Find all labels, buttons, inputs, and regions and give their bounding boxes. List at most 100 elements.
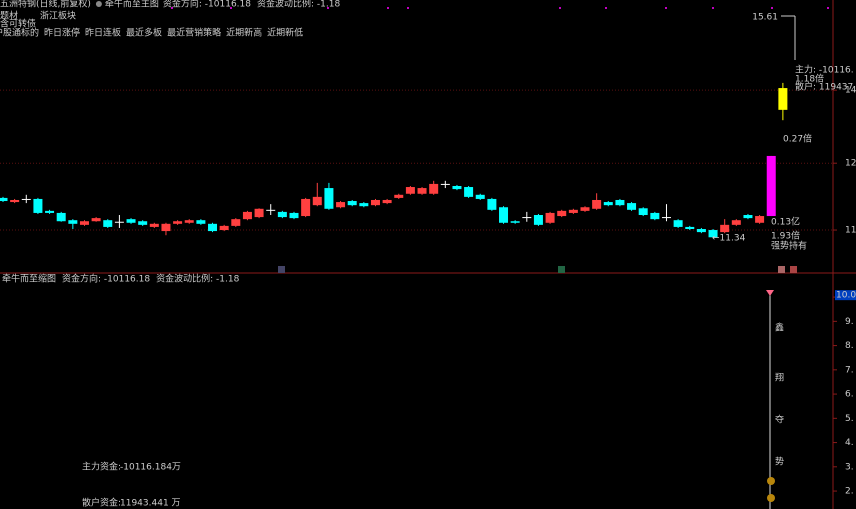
candle-body — [324, 188, 334, 209]
candle-body — [627, 203, 637, 210]
annotation: 15.61 — [752, 13, 778, 23]
candle-body — [254, 208, 264, 218]
candle-body — [138, 221, 148, 225]
y-tick-label: 2. — [845, 487, 854, 497]
candle-body — [196, 220, 206, 224]
indicator-value: 资金波动比例: -1.18 — [156, 273, 239, 285]
candle-body — [103, 220, 113, 227]
candle-body — [161, 223, 171, 232]
candle-body — [592, 199, 602, 209]
dot — [665, 7, 667, 9]
diamond — [766, 290, 774, 296]
signal-char: 鑫 — [775, 322, 784, 334]
coin — [767, 477, 775, 485]
candle-body — [405, 187, 415, 194]
candle-body — [231, 219, 241, 226]
candle-body — [673, 220, 683, 227]
current-value: 10.08 — [836, 291, 856, 301]
top-dots — [171, 7, 829, 9]
annotation: 主力: -10116. — [795, 64, 854, 76]
candle-body — [266, 209, 276, 211]
dot — [605, 7, 607, 9]
signal: 沪股通标的 — [0, 27, 39, 39]
annotation: 1.18倍 — [795, 73, 824, 85]
marker — [558, 266, 565, 273]
dot — [327, 7, 329, 9]
indicator-value: 资金方向: -10116.18 — [163, 0, 251, 10]
candle-body — [708, 230, 718, 238]
candle-body — [650, 212, 660, 220]
candle-body — [68, 220, 78, 224]
candle-body — [301, 198, 311, 217]
candle-body — [580, 207, 590, 211]
candle-body — [10, 199, 20, 203]
candle-body — [114, 221, 124, 223]
y-tick-label: 5. — [845, 414, 854, 424]
candle-body — [184, 220, 194, 223]
candle-body — [545, 212, 555, 223]
candle-body — [382, 199, 392, 204]
candle-body — [731, 220, 741, 225]
candle-body — [464, 187, 474, 197]
annotation: 1.93倍 — [771, 230, 800, 242]
annotation: ←11.34 — [712, 234, 746, 244]
candle-body — [661, 217, 671, 219]
candle-body — [347, 201, 357, 206]
dot — [387, 7, 389, 9]
candle-body — [417, 188, 427, 194]
candle-body — [440, 183, 450, 185]
fund-value: -10116.184万 — [120, 463, 181, 473]
signal: 最近多板 — [126, 27, 162, 39]
candle-body — [33, 198, 43, 213]
tag: 题材 — [0, 10, 18, 22]
candle-body — [394, 194, 404, 198]
candle-body — [696, 228, 706, 233]
candle-body — [522, 217, 532, 219]
signal-char: 翔 — [775, 372, 784, 384]
indicator-dot — [95, 1, 102, 7]
dot — [230, 7, 232, 9]
candle-body — [277, 211, 287, 218]
annotation: 0.27倍 — [783, 133, 812, 145]
signal: 昨日连板 — [85, 27, 121, 39]
candle-body — [685, 226, 695, 229]
candle-body — [173, 221, 183, 224]
candle-body — [510, 221, 520, 223]
candle-body — [638, 208, 648, 216]
dot — [771, 7, 773, 9]
marker — [778, 266, 785, 273]
candle-body — [149, 223, 159, 227]
candle-body — [79, 221, 89, 225]
candle-body — [359, 203, 369, 207]
dot — [171, 7, 173, 9]
candle-body — [487, 198, 497, 210]
candle-body — [778, 88, 788, 110]
fund-label: 散户资金: — [82, 497, 121, 509]
candle-body — [208, 223, 218, 232]
candle-body — [56, 212, 66, 222]
candle-body — [568, 209, 578, 213]
annotation: 散户: 119437 — [795, 81, 853, 93]
y-tick-label: 9. — [845, 317, 854, 327]
y-tick-label: 14. — [845, 86, 856, 96]
signal: 近期新低 — [267, 27, 303, 39]
candle-body — [289, 212, 299, 219]
signal: 最近营销策略 — [167, 27, 221, 39]
y-tick-label: 12. — [845, 159, 856, 169]
candle-body — [475, 194, 485, 199]
tag: 含可转债 — [0, 18, 36, 30]
candle-body — [126, 219, 136, 223]
y-tick-label: 8. — [845, 341, 854, 351]
candle-body — [743, 215, 753, 219]
candle-body — [0, 197, 8, 202]
fund-value: 11943.441 万 — [120, 499, 181, 509]
candle-body — [312, 196, 322, 206]
annotation: 0.13亿 — [771, 216, 800, 228]
dot — [559, 7, 561, 9]
y-tick-label: 3. — [845, 462, 854, 472]
marker — [790, 266, 797, 273]
candle-body — [557, 210, 567, 217]
candle-body — [336, 202, 346, 208]
